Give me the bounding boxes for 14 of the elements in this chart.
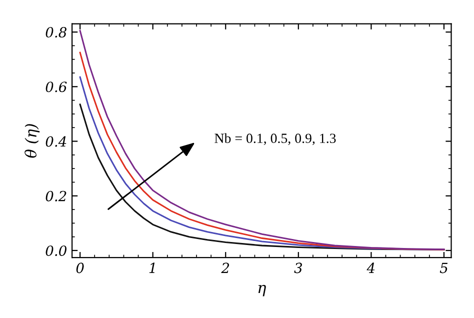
x-tick-label: 4 [366, 262, 375, 273]
x-tick-label: 2 [221, 262, 230, 273]
annotation: Nb = 0.1, 0.5, 0.9, 1.3 [214, 133, 336, 146]
y-tick-label: 0.4 [46, 136, 66, 147]
x-axis-title: η [258, 284, 266, 296]
x-tick-label: 1 [149, 262, 155, 273]
x-tick-label: 3 [294, 262, 302, 274]
y-tick-label: 0.6 [46, 82, 67, 92]
x-tick-label: 0 [76, 262, 84, 274]
y-tick-label: 0.8 [46, 27, 66, 38]
y-tick-label: 0.0 [46, 245, 66, 256]
x-tick-label: 5 [440, 262, 448, 274]
y-tick-label: 0.2 [46, 190, 66, 202]
y-axis-title: θ (η) [24, 124, 40, 158]
